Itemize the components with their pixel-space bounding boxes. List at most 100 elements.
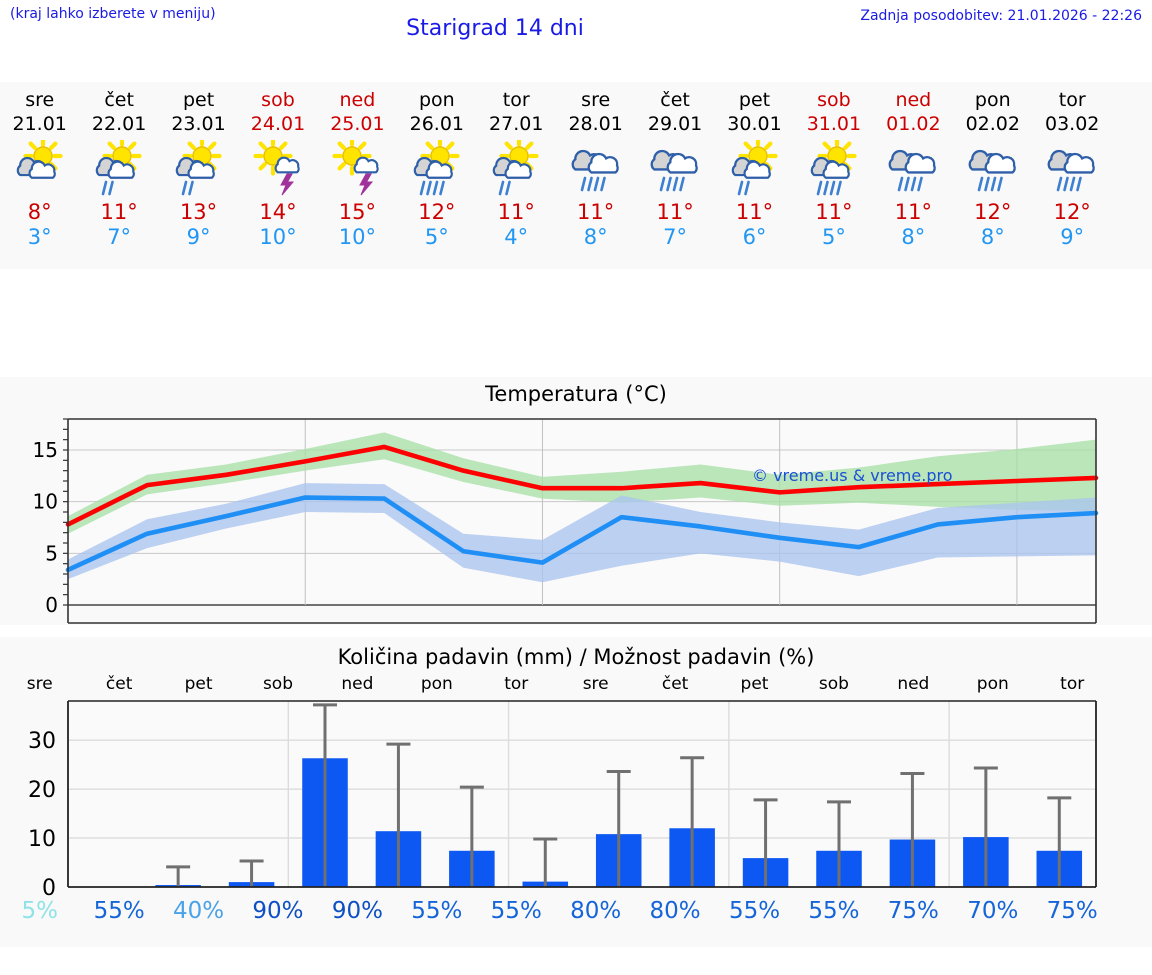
precip-y-tick-label: 0	[42, 876, 56, 901]
day-high-temp: 8°	[27, 200, 52, 224]
day-name: čet	[104, 89, 134, 111]
day-column[interactable]: pon 02.02 12° 8°	[953, 82, 1032, 269]
day-low-temp: 7°	[663, 225, 688, 249]
day-date: 31.01	[806, 113, 862, 135]
temp-y-tick-label: 0	[45, 593, 58, 617]
heavy-rain-cloud-icon	[556, 138, 635, 200]
precipitation-chart-panel: Količina padavin (mm) / Možnost padavin …	[0, 637, 1152, 947]
heavy-rain-cloud-icon	[874, 138, 953, 200]
page-title: Starigrad 14 dni	[406, 16, 584, 41]
precipitation-chart-title: Količina padavin (mm) / Možnost padavin …	[337, 645, 815, 669]
day-column[interactable]: pet 23.01 13° 9°	[159, 82, 238, 269]
day-name: pon	[974, 89, 1011, 111]
temp-y-tick-label: 15	[33, 438, 58, 462]
day-low-temp: 4°	[504, 225, 529, 249]
temp-y-tick-label: 10	[33, 490, 58, 514]
day-high-temp: 11°	[100, 200, 138, 224]
day-column[interactable]: sre 28.01 11° 8°	[556, 82, 635, 269]
precip-day-label: ned	[341, 674, 374, 694]
day-high-temp: 12°	[418, 200, 456, 224]
location-picker-hint: (kraj lahko izberete v meniju)	[10, 6, 216, 22]
day-name: tor	[502, 89, 530, 111]
precip-probability: 55%	[411, 898, 463, 924]
day-low-temp: 7°	[107, 225, 132, 249]
daily-forecast-strip: sre 21.01 8° 3° čet 22.01 11° 7° pet 23.01 13° 9° so…	[0, 82, 1152, 269]
day-column[interactable]: sre 21.01 8° 3°	[0, 82, 79, 269]
day-date: 01.02	[886, 113, 941, 135]
day-column[interactable]: pet 30.01 11° 6°	[715, 82, 794, 269]
precip-probability: 55%	[728, 898, 781, 924]
page-header: (kraj lahko izberete v meniju) Starigrad…	[0, 0, 1152, 62]
day-date: 21.01	[12, 113, 67, 135]
day-name: čet	[660, 89, 690, 111]
sun-behind-heavy-rain-cloud-icon	[397, 138, 476, 200]
precipitation-svg: 0 10 20 30	[28, 700, 1097, 901]
precip-y-tick-label: 30	[28, 729, 56, 754]
precip-probability: 75%	[1046, 898, 1098, 924]
day-date: 02.02	[965, 113, 1020, 135]
day-column[interactable]: pon 26.01 12° 5°	[397, 82, 476, 269]
day-column[interactable]: tor 03.02 12° 9°	[1032, 82, 1111, 269]
heavy-rain-cloud-icon	[1032, 138, 1111, 200]
day-column[interactable]: čet 29.01 11° 7°	[635, 82, 714, 269]
day-name: ned	[895, 89, 932, 111]
sun-behind-thunder-cloud-icon	[238, 138, 317, 200]
day-date: 03.02	[1044, 113, 1100, 135]
precip-probability: 70%	[967, 898, 1019, 924]
day-low-temp: 10°	[338, 225, 377, 249]
day-high-temp: 11°	[497, 200, 535, 224]
heavy-rain-cloud-icon	[953, 138, 1032, 200]
precip-day-label: pon	[420, 674, 453, 694]
temperature-chart-panel: Temperatura (°C) 0 5 10 15	[0, 377, 1152, 625]
day-low-temp: 9°	[1060, 225, 1085, 249]
day-low-temp: 5°	[821, 225, 846, 249]
day-high-temp: 11°	[815, 200, 853, 224]
day-low-temp: 10°	[259, 225, 297, 249]
day-name: tor	[1058, 89, 1086, 111]
min-temperatura	[65, 495, 1099, 573]
temperature-chart-title: Temperatura (°C)	[485, 382, 667, 406]
day-column[interactable]: sob 31.01 11° 5°	[794, 82, 873, 269]
day-date: 27.01	[489, 113, 544, 135]
day-column[interactable]: čet 22.01 11° 7°	[79, 82, 158, 269]
precip-probability: 55%	[93, 898, 145, 924]
precipitation-probability-row: 5% 55% 40% 90% 90% 55% 55% 80% 80% 55% 55% 75% 70% 75…	[0, 898, 1152, 924]
day-name: sob	[261, 89, 295, 111]
precip-probability: 40%	[172, 898, 225, 924]
precip-day-label: pet	[740, 674, 769, 694]
precip-day-label: ned	[897, 674, 930, 694]
precip-probability: 90%	[331, 898, 383, 924]
day-high-temp: 12°	[974, 200, 1012, 224]
precip-day-label: sre	[582, 674, 609, 694]
sun-behind-rain-cloud-icon	[79, 138, 158, 200]
precip-day-label: čet	[661, 674, 689, 694]
precip-day-label: pon	[976, 674, 1009, 694]
day-low-temp: 8°	[583, 225, 608, 249]
precip-probability: 55%	[808, 898, 860, 924]
temperature-plot-area: 0 5 10 15	[0, 377, 1152, 625]
precip-probability: 75%	[887, 898, 939, 924]
precip-probability: 5%	[21, 898, 58, 924]
day-high-temp: 11°	[894, 200, 932, 224]
day-high-temp: 15°	[338, 200, 377, 224]
precip-y-tick-label: 20	[28, 778, 56, 803]
day-high-temp: 11°	[656, 200, 694, 224]
day-date: 23.01	[171, 113, 226, 135]
precip-probability: 90%	[252, 898, 304, 924]
sun-behind-thunder-cloud-icon	[318, 138, 397, 200]
precipitation-day-labels: sre čet pet sob ned pon tor sre čet pet sob ned pon t…	[0, 674, 1152, 694]
sun-behind-rain-cloud-icon	[159, 138, 238, 200]
precip-probability: 55%	[490, 898, 542, 924]
day-column[interactable]: sob 24.01 14° 10°	[238, 82, 317, 269]
day-low-temp: 6°	[742, 225, 767, 249]
precip-day-label: pet	[184, 674, 213, 694]
precip-day-label: sob	[818, 674, 849, 694]
day-column[interactable]: tor 27.01 11° 4°	[477, 82, 556, 269]
day-high-temp: 14°	[259, 200, 297, 224]
day-date: 30.01	[727, 113, 782, 135]
day-column[interactable]: ned 01.02 11° 8°	[874, 82, 953, 269]
day-column[interactable]: ned 25.01 15° 10°	[318, 82, 397, 269]
day-low-temp: 9°	[186, 225, 211, 249]
day-low-temp: 8°	[901, 225, 926, 249]
day-low-temp: 3°	[27, 225, 52, 249]
